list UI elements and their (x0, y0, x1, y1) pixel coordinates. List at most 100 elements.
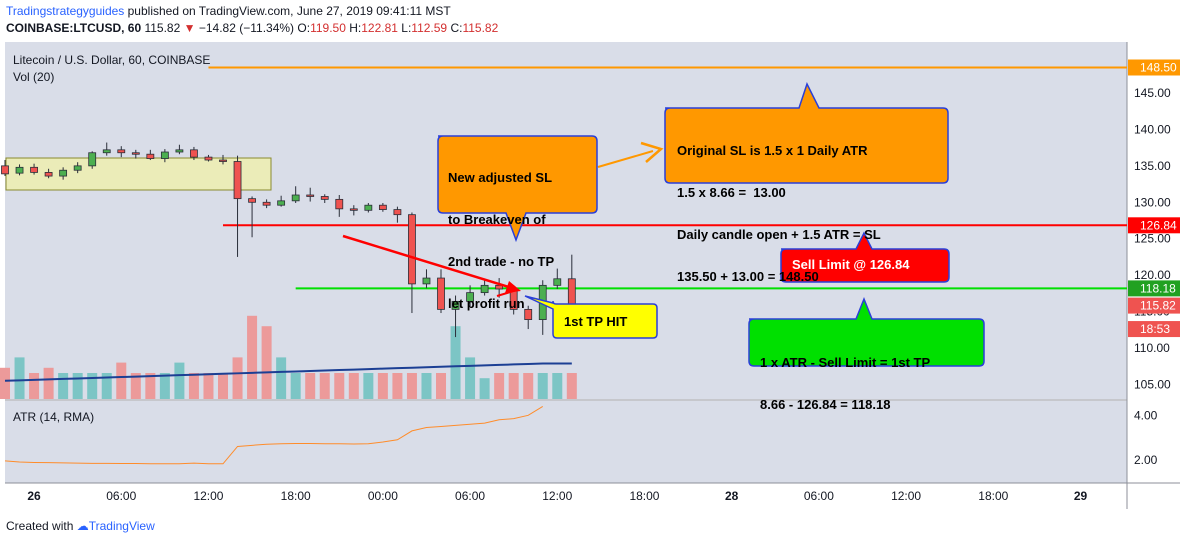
atr-tp-callout (748, 296, 985, 367)
volume-bar (159, 373, 170, 399)
price-tick-label: 105.00 (1134, 377, 1171, 391)
new-sl-line-3: 2nd trade - no TP (448, 254, 555, 269)
candle-body (146, 153, 155, 159)
atr-tick-label: 4.00 (1134, 408, 1158, 422)
candle-body (524, 308, 533, 320)
volume-bar (465, 357, 476, 399)
callout-arrow-head (640, 141, 664, 163)
orig-sl-line-3: Daily candle open + 1.5 ATR = SL (677, 227, 881, 242)
volume-bar (494, 373, 505, 399)
candle-body (73, 165, 82, 171)
candle-body (59, 169, 68, 177)
price-label-text: 126.84 (1140, 218, 1177, 232)
volume-bar (319, 373, 330, 399)
volume-ma-line (4, 362, 572, 382)
high-value: 122.81 (361, 21, 398, 35)
volume-bar (363, 373, 374, 399)
volume-bars (0, 315, 577, 399)
candle-body (44, 172, 53, 177)
price-change: −14.82 (−11.34%) (198, 21, 295, 35)
high-label: H: (349, 21, 362, 35)
volume-bar (116, 362, 127, 399)
time-tick-label: 06:00 (455, 489, 485, 503)
volume-bar (421, 373, 432, 399)
volume-bar (261, 326, 272, 399)
price-tick-label: 140.00 (1134, 122, 1171, 136)
price-label-box (1128, 297, 1180, 314)
candle-body (277, 200, 286, 206)
orig-sl-line-4: 135.50 + 13.00 = 148.50 (677, 269, 819, 284)
candle-body (553, 278, 562, 286)
price-labels: 148.50 126.84 118.18 115.82 18:53 (1128, 59, 1180, 338)
volume-bar (566, 373, 577, 399)
time-tick-label: 26 (27, 489, 41, 503)
author-link[interactable]: Tradingstrategyguides (6, 4, 125, 18)
tradingview-logo-icon: ☁ (76, 519, 89, 533)
orig-sl-line-1: Original SL is 1.5 x 1 Daily ATR (677, 143, 868, 158)
time-tick-label: 00:00 (368, 489, 398, 503)
volume-bar (101, 373, 112, 399)
volume-bar (72, 373, 83, 399)
new-sl-line-2: to Breakeven of (448, 212, 546, 227)
candle-body (117, 149, 126, 154)
price-label-box (1128, 59, 1180, 76)
candle-body (364, 204, 373, 211)
price-tick-label: 110.00 (1134, 341, 1170, 355)
atr-axis: 2.00 4.00 (1134, 408, 1158, 466)
candle-body (437, 277, 445, 310)
candle-body (15, 166, 24, 174)
candle-body (30, 166, 38, 173)
volume-bar (406, 373, 417, 399)
orig-sl-line-2: 1.5 x 8.66 = 13.00 (677, 185, 786, 200)
volume-bar (392, 373, 403, 399)
time-tick-label: 06:00 (106, 489, 136, 503)
low-label: L: (401, 21, 412, 35)
time-tick-label: 18:00 (978, 489, 1008, 503)
new-sl-line-4: let profit run (448, 296, 525, 311)
volume-bar (29, 373, 40, 399)
candle-body (451, 300, 460, 310)
price-tick-label: 145.00 (1134, 86, 1171, 100)
price-label-text: 115.82 (1140, 299, 1176, 313)
orig-sl-callout (664, 82, 949, 184)
time-tick-label: 12:00 (891, 489, 921, 503)
candle-body (175, 149, 184, 153)
price-tick-label: 120.00 (1134, 268, 1171, 282)
created-with-text: Created with (6, 519, 74, 533)
volume-bar (436, 373, 447, 399)
tp-hit-text: 1st TP HIT (564, 314, 628, 329)
candle-body (567, 278, 576, 306)
open-value: 119.50 (310, 21, 346, 35)
volume-bar (377, 373, 388, 399)
price-axis[interactable]: 105.00110.00115.00120.00125.00130.00135.… (1134, 86, 1171, 391)
candle-body (131, 152, 140, 155)
candle-body (306, 194, 315, 197)
time-tick-label: 18:00 (629, 489, 659, 503)
volume-bar (130, 373, 141, 399)
volume-bar (552, 373, 563, 399)
volume-bar (479, 378, 490, 399)
orig-sl-text: Original SL is 1.5 x 1 Daily ATR 1.5 x 8… (677, 116, 881, 298)
candle-body (219, 159, 227, 162)
tradingview-link[interactable]: TradingView (88, 519, 155, 533)
volume-bar (305, 373, 316, 399)
chart-title: Litecoin / U.S. Dollar, 60, COINBASE (13, 53, 210, 67)
time-tick-label: 18:00 (281, 489, 311, 503)
atr-pane-bg (5, 401, 1127, 483)
trend-arrow-line (342, 234, 513, 290)
candle-body (480, 284, 489, 294)
volume-bar (145, 373, 156, 399)
candle-body (291, 194, 300, 202)
volume-bar (247, 315, 258, 399)
callout-arrow-line (597, 150, 654, 168)
tp-hit-callout (524, 295, 658, 339)
volume-bar (188, 373, 199, 399)
time-tick-label: 29 (1074, 489, 1088, 503)
time-axis[interactable]: 26 06:00 12:00 18:00 00:00 06:00 12:00 18:00 28 0… (27, 489, 1087, 503)
volume-bar (348, 373, 359, 399)
symbol-name: COINBASE:LTCUSD, 60 (6, 21, 142, 35)
price-label-text: 148.50 (1140, 61, 1177, 75)
new-sl-callout (437, 135, 598, 243)
time-tick-label: 28 (725, 489, 739, 503)
